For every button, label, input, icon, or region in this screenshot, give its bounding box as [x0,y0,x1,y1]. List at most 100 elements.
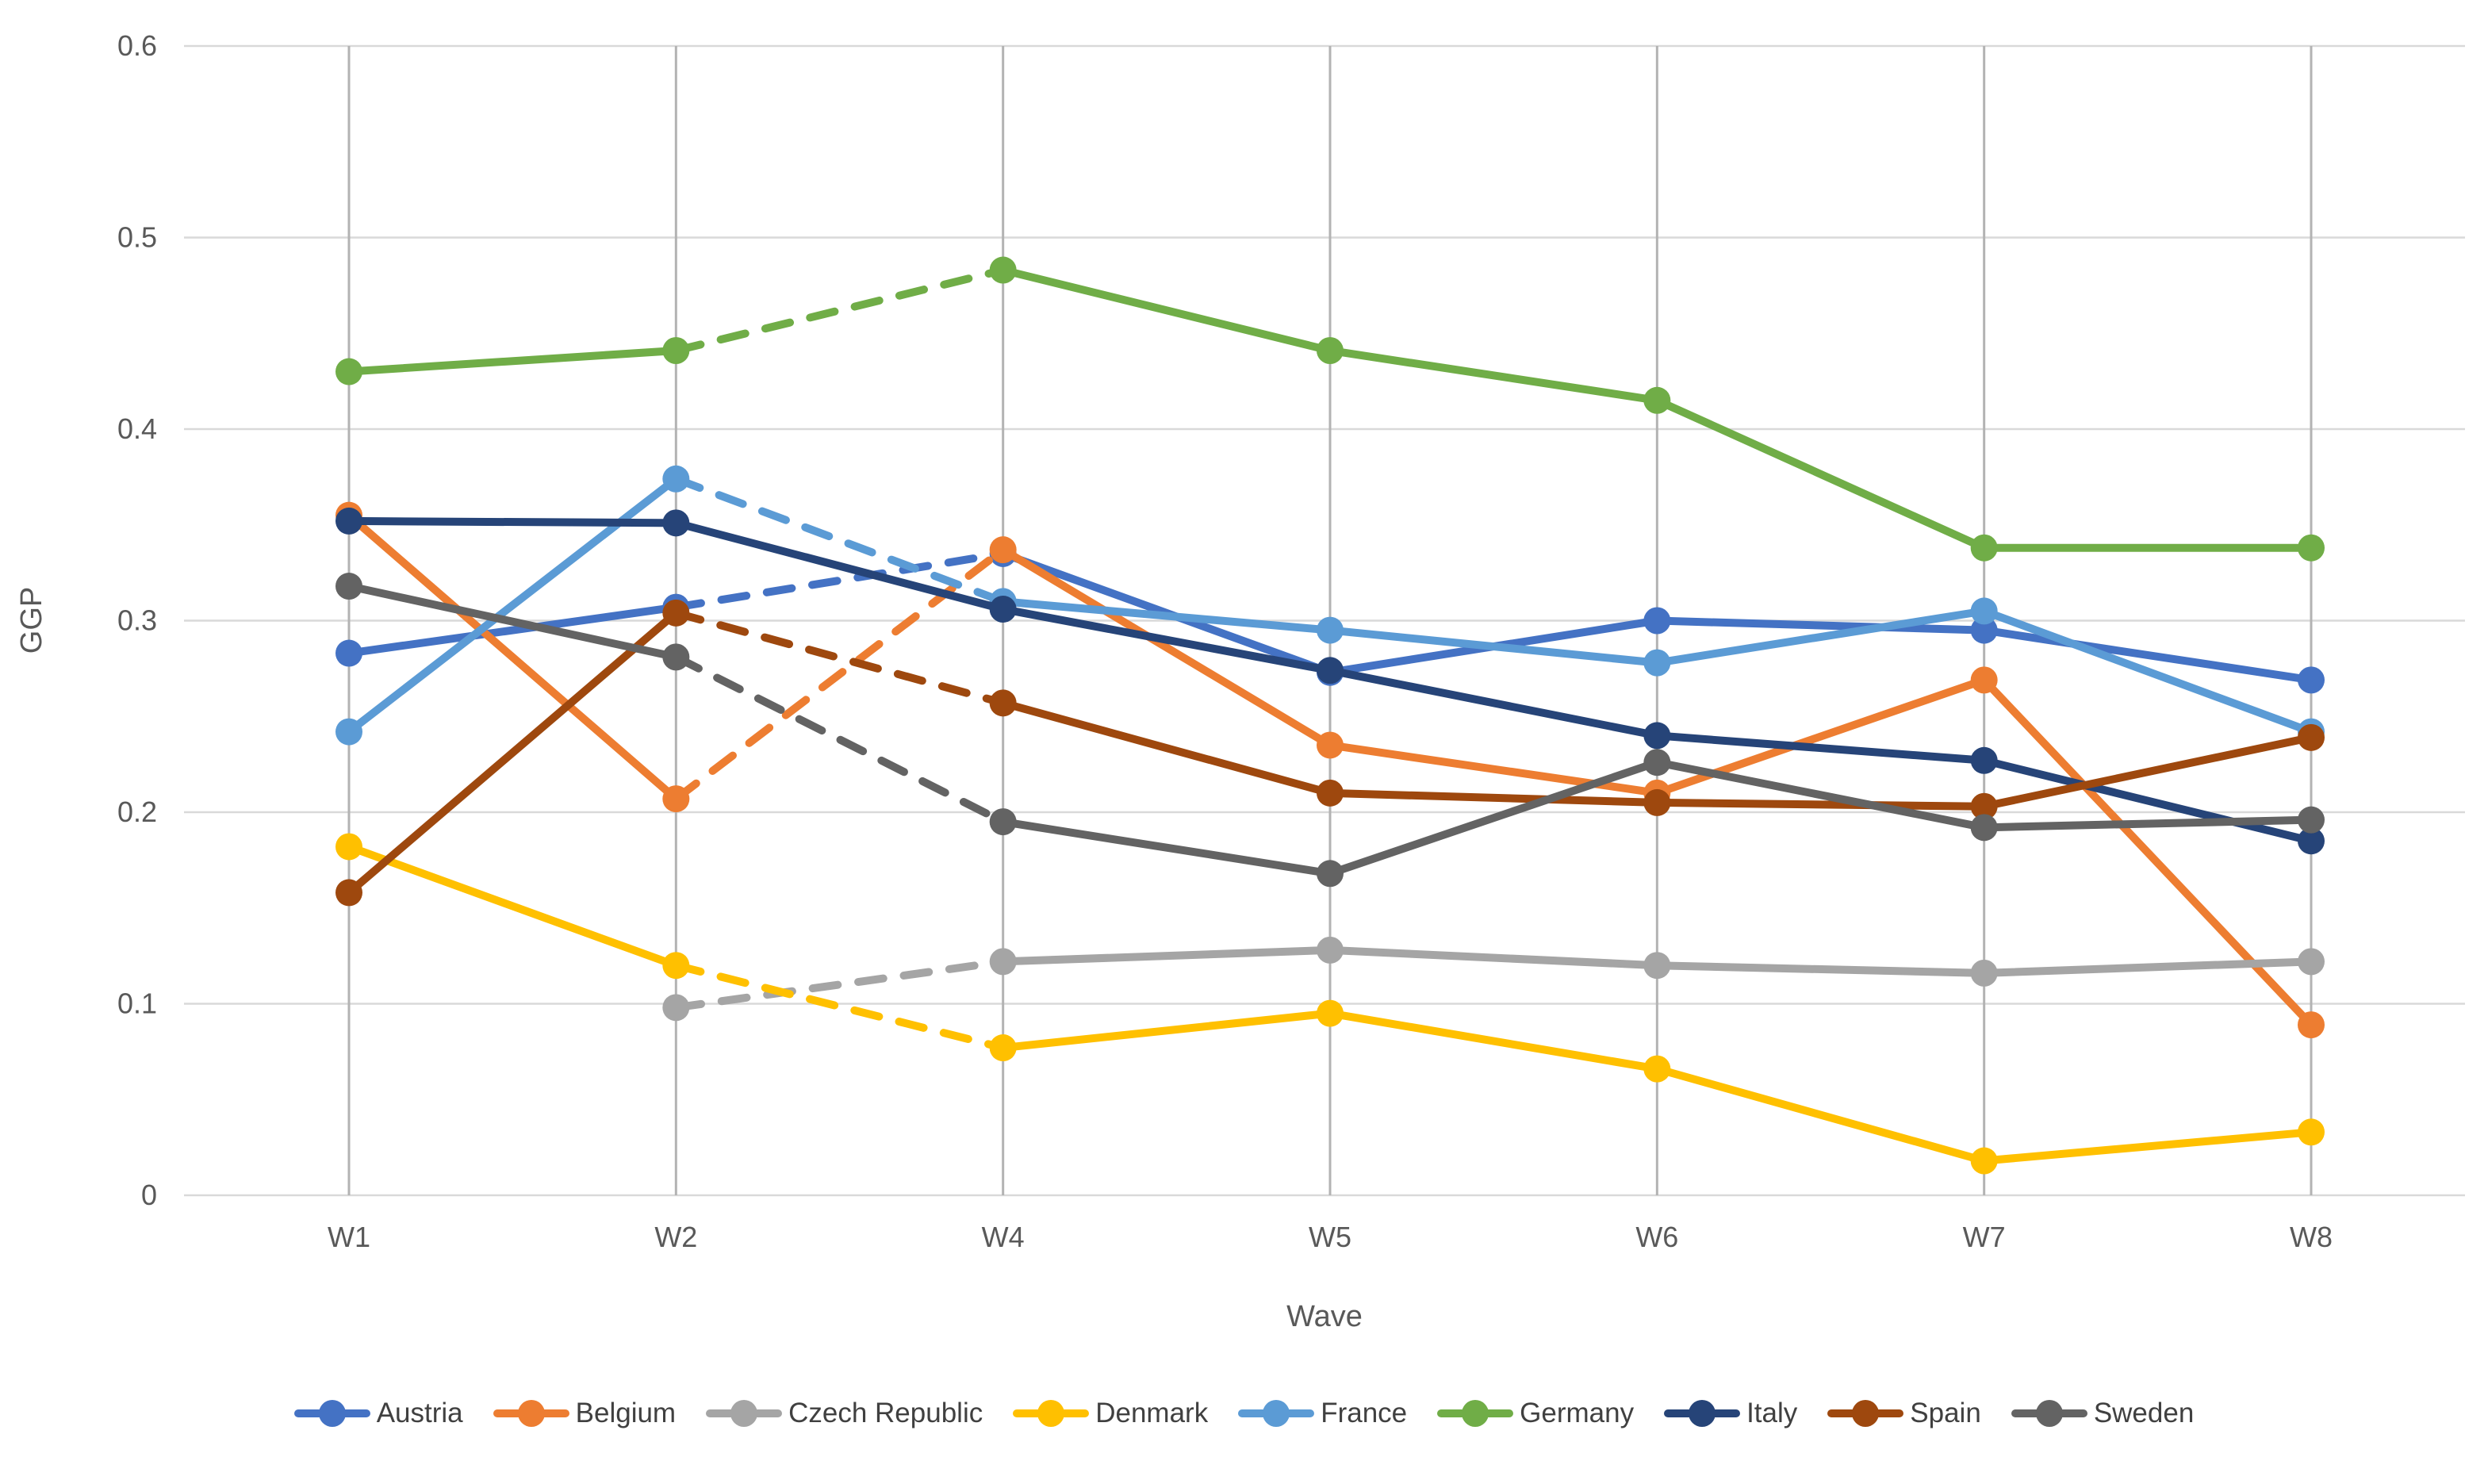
x-tick-label: W5 [1309,1221,1351,1253]
data-point [335,573,362,600]
series-denmark [335,833,2325,1175]
data-point [1970,959,1998,987]
data-point [662,994,690,1022]
data-point [1970,746,1998,774]
legend-marker-dot [1037,1400,1065,1427]
legend-item-denmark: Denmark [1013,1398,1208,1429]
data-point [1970,597,1998,625]
y-axis-title: GGP [15,587,48,654]
data-point [1970,666,1998,694]
data-point [2298,1011,2325,1039]
data-point [989,948,1017,976]
series-segment [1980,1128,2315,1165]
series-segment [1326,1009,1662,1073]
series-segment [1653,607,1988,667]
series-segment [1326,945,1662,970]
data-point [1317,779,1344,807]
series-segment [1980,957,2315,977]
data-point [662,643,690,671]
series-segment [345,608,680,897]
legend-marker [706,1400,783,1427]
x-tick-label: W4 [982,1221,1025,1253]
series-segment [672,519,1007,614]
data-point [1317,336,1344,364]
series-spain [335,599,2325,907]
y-tick-label: 0.5 [117,221,157,254]
series-segment [1653,731,1988,765]
data-point [662,952,690,980]
data-point [2298,827,2325,855]
data-point [662,785,690,813]
x-tick-label: W8 [2290,1221,2333,1253]
data-point [335,879,362,907]
data-point [335,833,362,861]
data-point [335,718,362,746]
series-segment [1653,396,1988,552]
data-point [2298,723,2325,751]
data-point [1317,936,1344,964]
series-segment [999,546,1334,750]
y-tick-label: 0.3 [117,604,157,637]
series-segment [1653,798,1988,811]
data-point [1317,999,1344,1027]
data-point [662,336,690,364]
legend-marker [1437,1400,1514,1427]
series-segment [1653,616,1988,635]
legend-label: Denmark [1095,1398,1209,1428]
legend-marker-dot [1852,1400,1880,1427]
x-axis-title: Wave [1286,1300,1363,1333]
series-segment [345,516,680,527]
data-point [1317,616,1344,644]
series-segment [999,699,1334,797]
series-segment [672,961,1007,1053]
y-tick-label: 0.6 [117,29,157,62]
series-segment [345,511,680,803]
series-segment [345,582,680,661]
series-segment [999,605,1334,675]
legend-marker-dot [517,1400,545,1427]
y-tick-label: 0.1 [117,987,157,1020]
data-point [1317,731,1344,759]
series-segment [1326,626,1662,667]
legend-item-spain: Spain [1827,1398,1981,1429]
series-lines [335,256,2325,1175]
series-segment [999,1009,1334,1053]
series-segment [672,549,1007,612]
series-segment [1326,741,1662,797]
series-segment [999,945,1334,966]
series-segment [345,474,680,736]
series-segment [1980,626,2315,684]
series-segment [999,266,1334,355]
series-segment [672,608,1007,707]
series-segment [1326,346,1662,405]
legend-marker [1827,1400,1904,1427]
series-segment [1326,788,1662,807]
data-point [1643,1055,1671,1083]
legend-item-belgium: Belgium [493,1398,676,1429]
series-segment [1326,758,1662,878]
data-point [1317,860,1344,888]
data-point [2298,806,2325,834]
data-point [1643,788,1671,816]
data-point [1317,657,1344,684]
series-segment [1980,733,2315,811]
data-point [989,689,1017,717]
data-point [2298,948,2325,976]
series-segment [1980,607,2315,736]
legend-item-czech-republic: Czech Republic [706,1398,983,1429]
legend-marker-dot [1462,1400,1489,1427]
data-point [989,256,1017,284]
series-segment [1980,756,2315,846]
legend-item-france: France [1238,1398,1407,1429]
data-point [2298,534,2325,562]
series-segment [1653,758,1988,832]
legend-item-germany: Germany [1437,1398,1634,1429]
data-point [662,465,690,493]
data-point [1970,616,1998,644]
series-segment [672,957,1007,1012]
series-segment [1326,666,1662,740]
data-point [1643,749,1671,777]
legend-marker-dot [1263,1400,1290,1427]
y-tick-label: 0.2 [117,796,157,828]
